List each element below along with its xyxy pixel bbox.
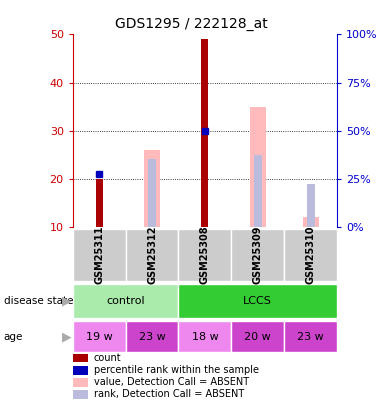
- Text: GDS1295 / 222128_at: GDS1295 / 222128_at: [115, 17, 268, 31]
- Bar: [148, 160, 156, 227]
- Text: age: age: [4, 332, 23, 341]
- Bar: [250, 107, 266, 227]
- Bar: [303, 217, 319, 227]
- Text: percentile rank within the sample: percentile rank within the sample: [94, 365, 259, 375]
- Text: 23 w: 23 w: [297, 332, 324, 341]
- Bar: [201, 39, 208, 227]
- Text: ▶: ▶: [62, 294, 72, 307]
- Text: GSM25309: GSM25309: [253, 226, 263, 284]
- Text: 18 w: 18 w: [192, 332, 218, 341]
- Text: count: count: [94, 353, 121, 363]
- Text: 23 w: 23 w: [139, 332, 165, 341]
- Text: LCCS: LCCS: [243, 296, 272, 306]
- Text: GSM25312: GSM25312: [147, 226, 157, 284]
- Text: disease state: disease state: [4, 296, 73, 306]
- Text: 19 w: 19 w: [86, 332, 113, 341]
- Text: rank, Detection Call = ABSENT: rank, Detection Call = ABSENT: [94, 390, 244, 399]
- Bar: [254, 155, 262, 227]
- Text: GSM25311: GSM25311: [94, 226, 104, 284]
- Text: control: control: [106, 296, 145, 306]
- Bar: [144, 150, 160, 227]
- Bar: [307, 183, 314, 227]
- Text: 20 w: 20 w: [244, 332, 271, 341]
- Text: GSM25310: GSM25310: [306, 226, 316, 284]
- Text: GSM25308: GSM25308: [200, 226, 210, 284]
- Bar: [96, 179, 103, 227]
- Text: ▶: ▶: [62, 330, 72, 343]
- Text: value, Detection Call = ABSENT: value, Detection Call = ABSENT: [94, 377, 249, 387]
